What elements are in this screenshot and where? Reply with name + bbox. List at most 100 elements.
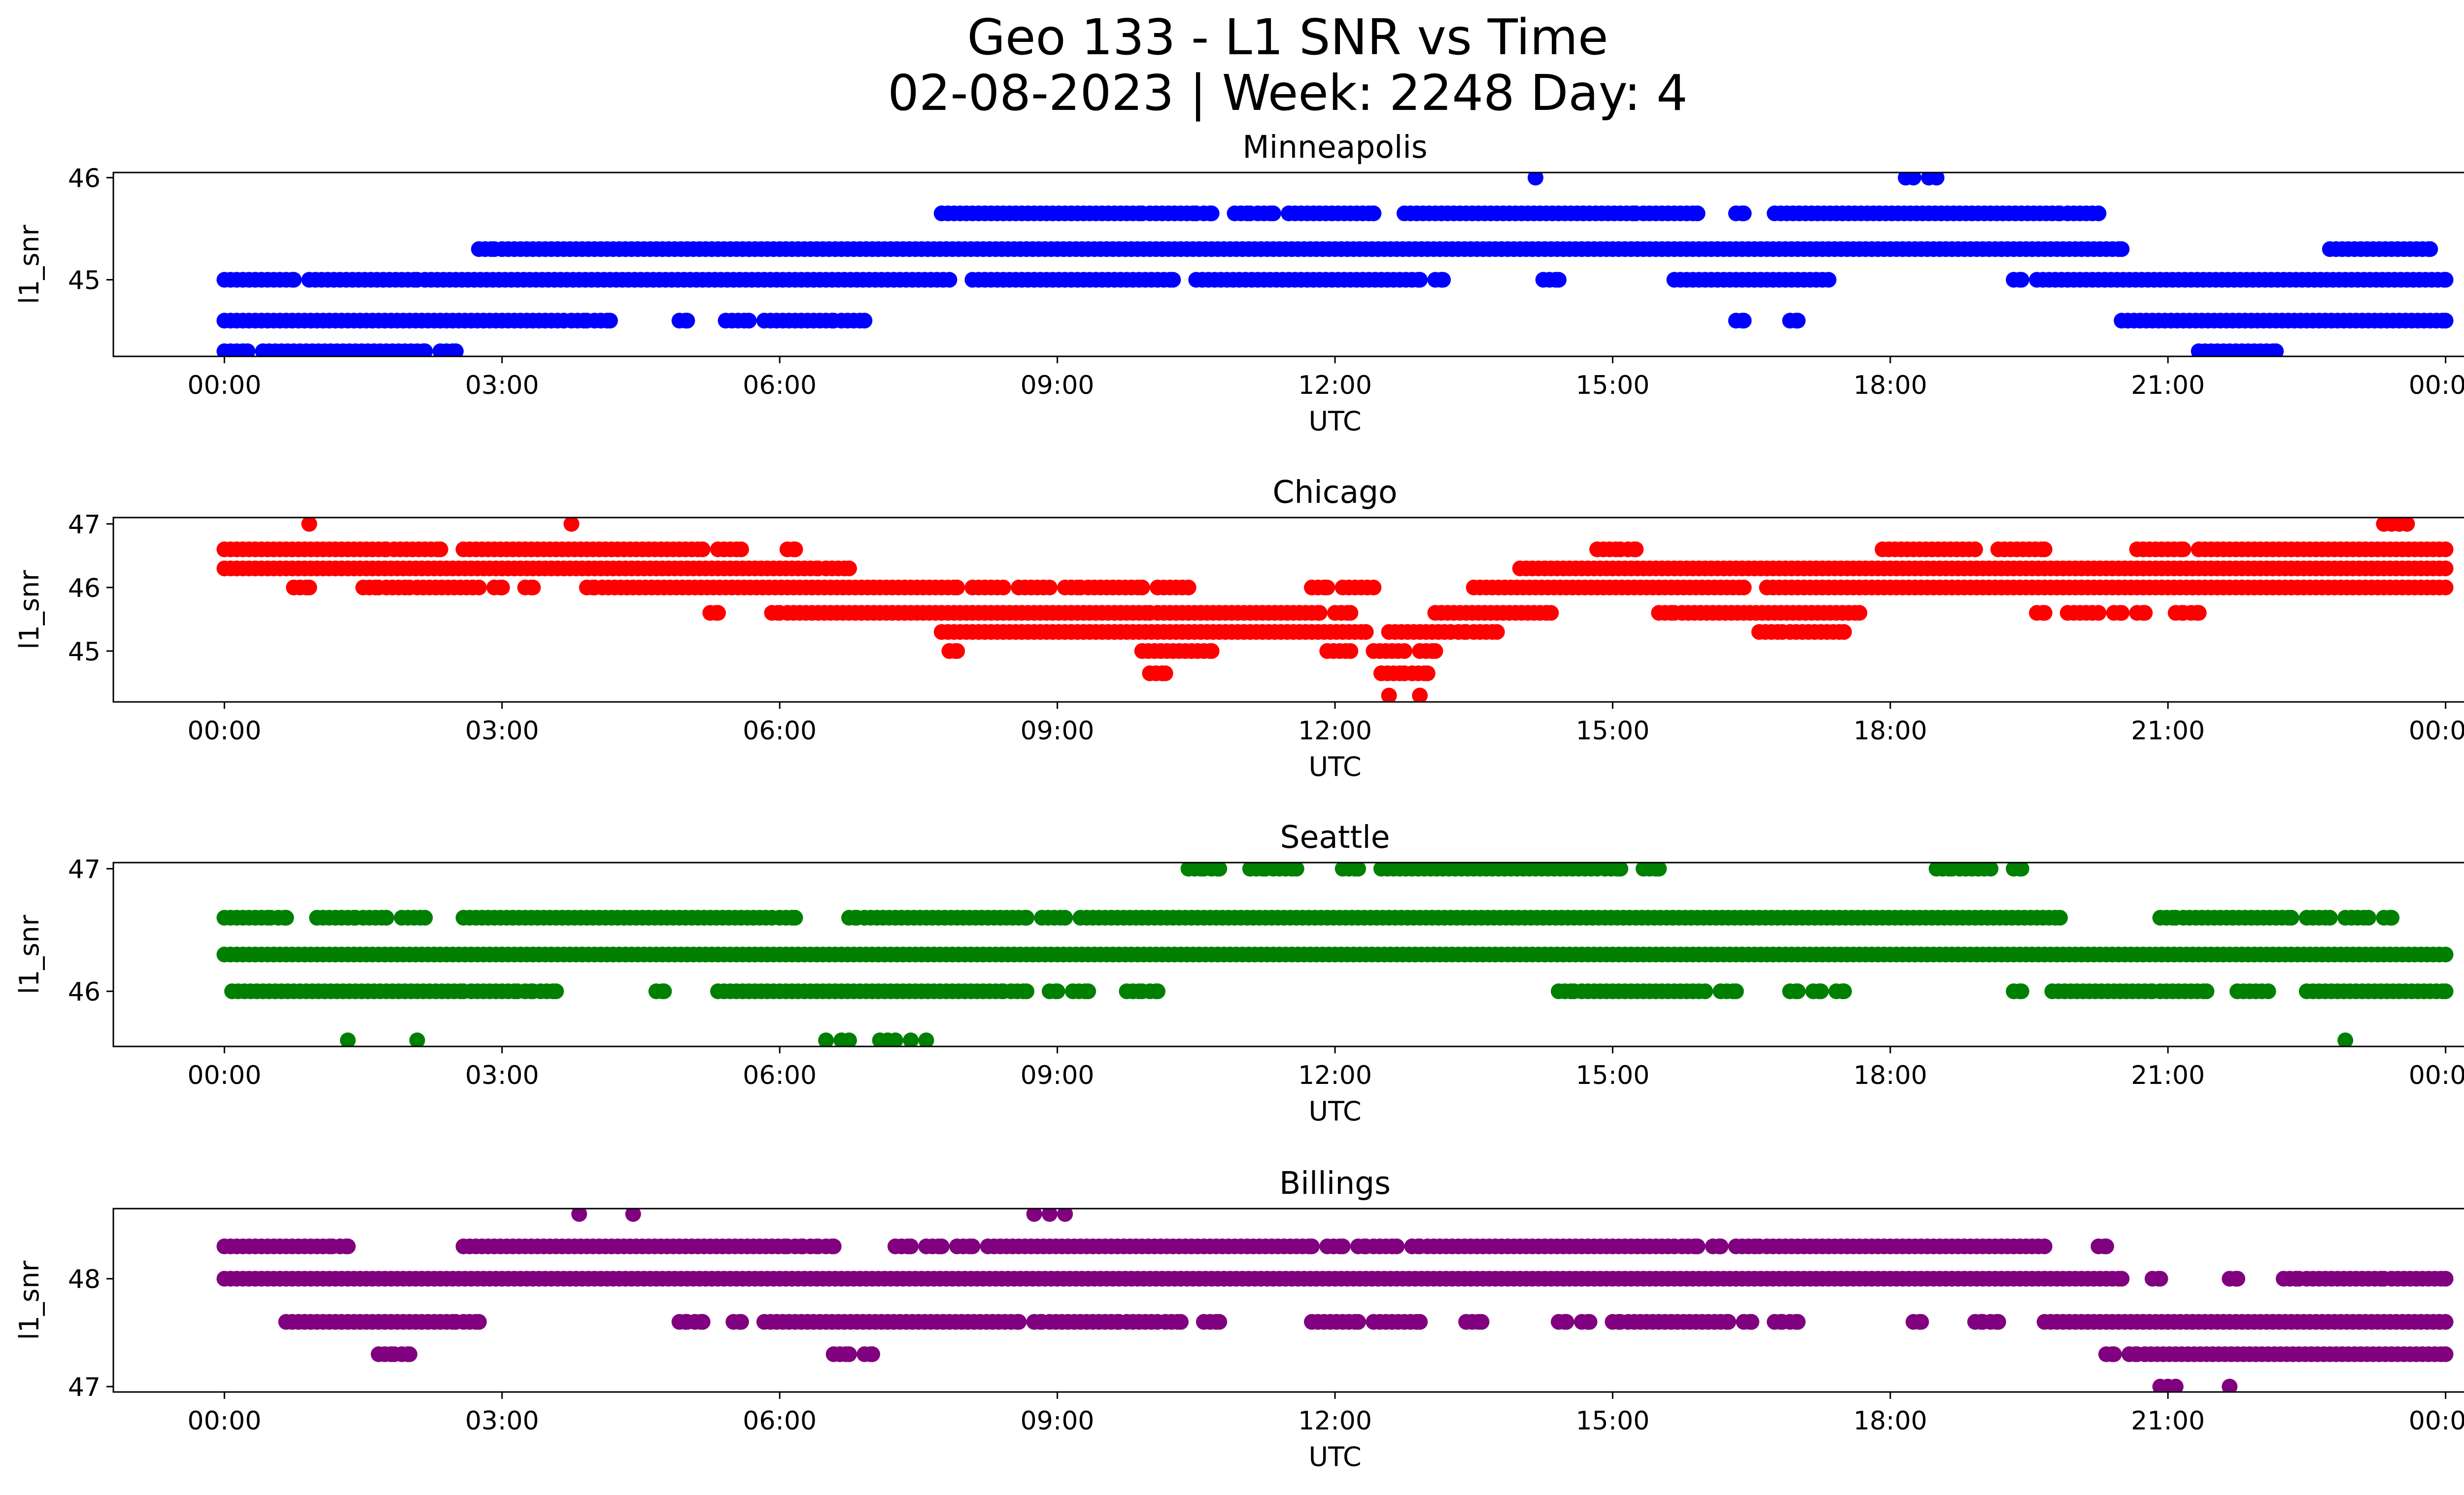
data-point bbox=[1335, 1238, 1351, 1254]
data-point bbox=[447, 343, 464, 356]
data-point bbox=[2098, 1238, 2114, 1254]
data-point bbox=[1311, 605, 1328, 621]
data-point bbox=[1913, 1314, 1929, 1330]
data-point bbox=[2175, 541, 2191, 557]
data-point bbox=[1211, 1314, 1228, 1330]
data-point bbox=[602, 313, 618, 329]
y-tick-label: 46 bbox=[68, 164, 101, 193]
data-points bbox=[216, 518, 2454, 702]
data-point bbox=[1790, 983, 1806, 1000]
data-point bbox=[903, 1238, 919, 1254]
data-point bbox=[1011, 1314, 1027, 1330]
data-point bbox=[1419, 665, 1436, 681]
data-point bbox=[1983, 863, 1999, 877]
data-point bbox=[1157, 665, 1173, 681]
data-point bbox=[949, 643, 965, 659]
data-point bbox=[1319, 579, 1335, 595]
data-point bbox=[941, 272, 958, 288]
data-point bbox=[1026, 1209, 1042, 1222]
data-point bbox=[1366, 205, 1382, 221]
y-tick-label: 47 bbox=[68, 510, 101, 540]
data-point bbox=[841, 1346, 857, 1362]
y-axis-label: l1_snr bbox=[14, 914, 45, 994]
data-point bbox=[679, 313, 695, 329]
data-point bbox=[340, 1238, 356, 1254]
data-point bbox=[2052, 909, 2068, 926]
data-point bbox=[1342, 605, 1359, 621]
y-tick-label: 46 bbox=[68, 574, 101, 603]
x-tick-label: 21:00 bbox=[2131, 716, 2205, 746]
data-point bbox=[525, 579, 541, 595]
data-point bbox=[1527, 173, 1543, 186]
data-point bbox=[787, 541, 803, 557]
data-point bbox=[1150, 983, 1165, 1000]
data-point bbox=[1203, 205, 1220, 221]
data-point bbox=[841, 560, 857, 577]
data-point bbox=[887, 1032, 903, 1046]
data-point bbox=[2152, 1271, 2168, 1287]
data-point bbox=[1550, 272, 1567, 288]
data-point bbox=[1790, 313, 1806, 329]
data-point bbox=[741, 313, 757, 329]
x-tick-label: 09:00 bbox=[1021, 371, 1095, 400]
x-tick-label: 18:00 bbox=[1853, 1406, 1927, 1436]
x-tick-label: 21:00 bbox=[2131, 371, 2205, 400]
data-point bbox=[1396, 643, 1412, 659]
data-point bbox=[903, 1032, 919, 1046]
x-tick-label: 00:00 bbox=[2409, 1406, 2464, 1436]
x-tick-label: 00:00 bbox=[187, 371, 261, 400]
data-point bbox=[656, 983, 672, 1000]
data-point bbox=[494, 579, 510, 595]
x-tick-label: 18:00 bbox=[1853, 716, 1927, 746]
x-tick-label: 00:00 bbox=[2409, 716, 2464, 746]
data-point bbox=[432, 541, 448, 557]
data-point bbox=[1203, 643, 1220, 659]
data-point bbox=[1412, 688, 1428, 702]
data-point bbox=[1558, 1314, 1574, 1330]
data-point bbox=[2090, 205, 2107, 221]
subplot-seattle: Seattle 46 47 00:00 03:00 06:00 09:00 12:00 15:0… bbox=[14, 819, 2464, 1127]
data-point bbox=[1851, 605, 1868, 621]
x-tick-label: 12:00 bbox=[1298, 371, 1372, 400]
data-point bbox=[841, 1032, 857, 1046]
data-point bbox=[1720, 1314, 1737, 1330]
data-point bbox=[2399, 518, 2415, 532]
figure-title-line2: 02-08-2023 | Week: 2248 Day: 4 bbox=[888, 64, 1687, 122]
x-tick-label: 15:00 bbox=[1575, 371, 1649, 400]
x-tick-label: 06:00 bbox=[743, 1061, 817, 1090]
y-axis-label: l1_snr bbox=[14, 224, 45, 304]
data-point bbox=[1728, 983, 1744, 1000]
data-point bbox=[1350, 863, 1366, 877]
data-point bbox=[2437, 983, 2454, 1000]
x-tick-label: 09:00 bbox=[1021, 716, 1095, 746]
data-point bbox=[1019, 983, 1034, 1000]
x-tick-label: 03:00 bbox=[465, 1406, 539, 1436]
x-tick-label: 21:00 bbox=[2131, 1406, 2205, 1436]
data-point bbox=[2190, 605, 2207, 621]
data-point bbox=[1836, 983, 1852, 1000]
data-point bbox=[1736, 579, 1752, 595]
data-point bbox=[2437, 1346, 2454, 1362]
x-tick-label: 15:00 bbox=[1575, 1061, 1649, 1090]
x-tick-label: 12:00 bbox=[1298, 716, 1372, 746]
subplot-title: Seattle bbox=[1280, 819, 1390, 855]
data-point bbox=[2090, 605, 2107, 621]
data-point bbox=[1736, 313, 1752, 329]
data-point bbox=[2337, 1032, 2354, 1046]
data-point bbox=[1358, 624, 1374, 640]
data-point bbox=[471, 1314, 487, 1330]
data-point bbox=[787, 909, 803, 926]
data-point bbox=[2437, 272, 2454, 288]
x-axis-label: UTC bbox=[1308, 1441, 1361, 1472]
data-point bbox=[2137, 605, 2153, 621]
data-point bbox=[1080, 983, 1096, 1000]
x-axis-label: UTC bbox=[1308, 751, 1361, 782]
data-point bbox=[1366, 579, 1382, 595]
subplots-container: Minneapolis 45 46 00:00 03:00 06:00 09:00 12:00… bbox=[14, 129, 2464, 1472]
data-point bbox=[2114, 605, 2130, 621]
x-tick-label: 18:00 bbox=[1853, 371, 1927, 400]
x-tick-label: 12:00 bbox=[1298, 1061, 1372, 1090]
data-point bbox=[1057, 909, 1073, 926]
data-point bbox=[1744, 1314, 1760, 1330]
